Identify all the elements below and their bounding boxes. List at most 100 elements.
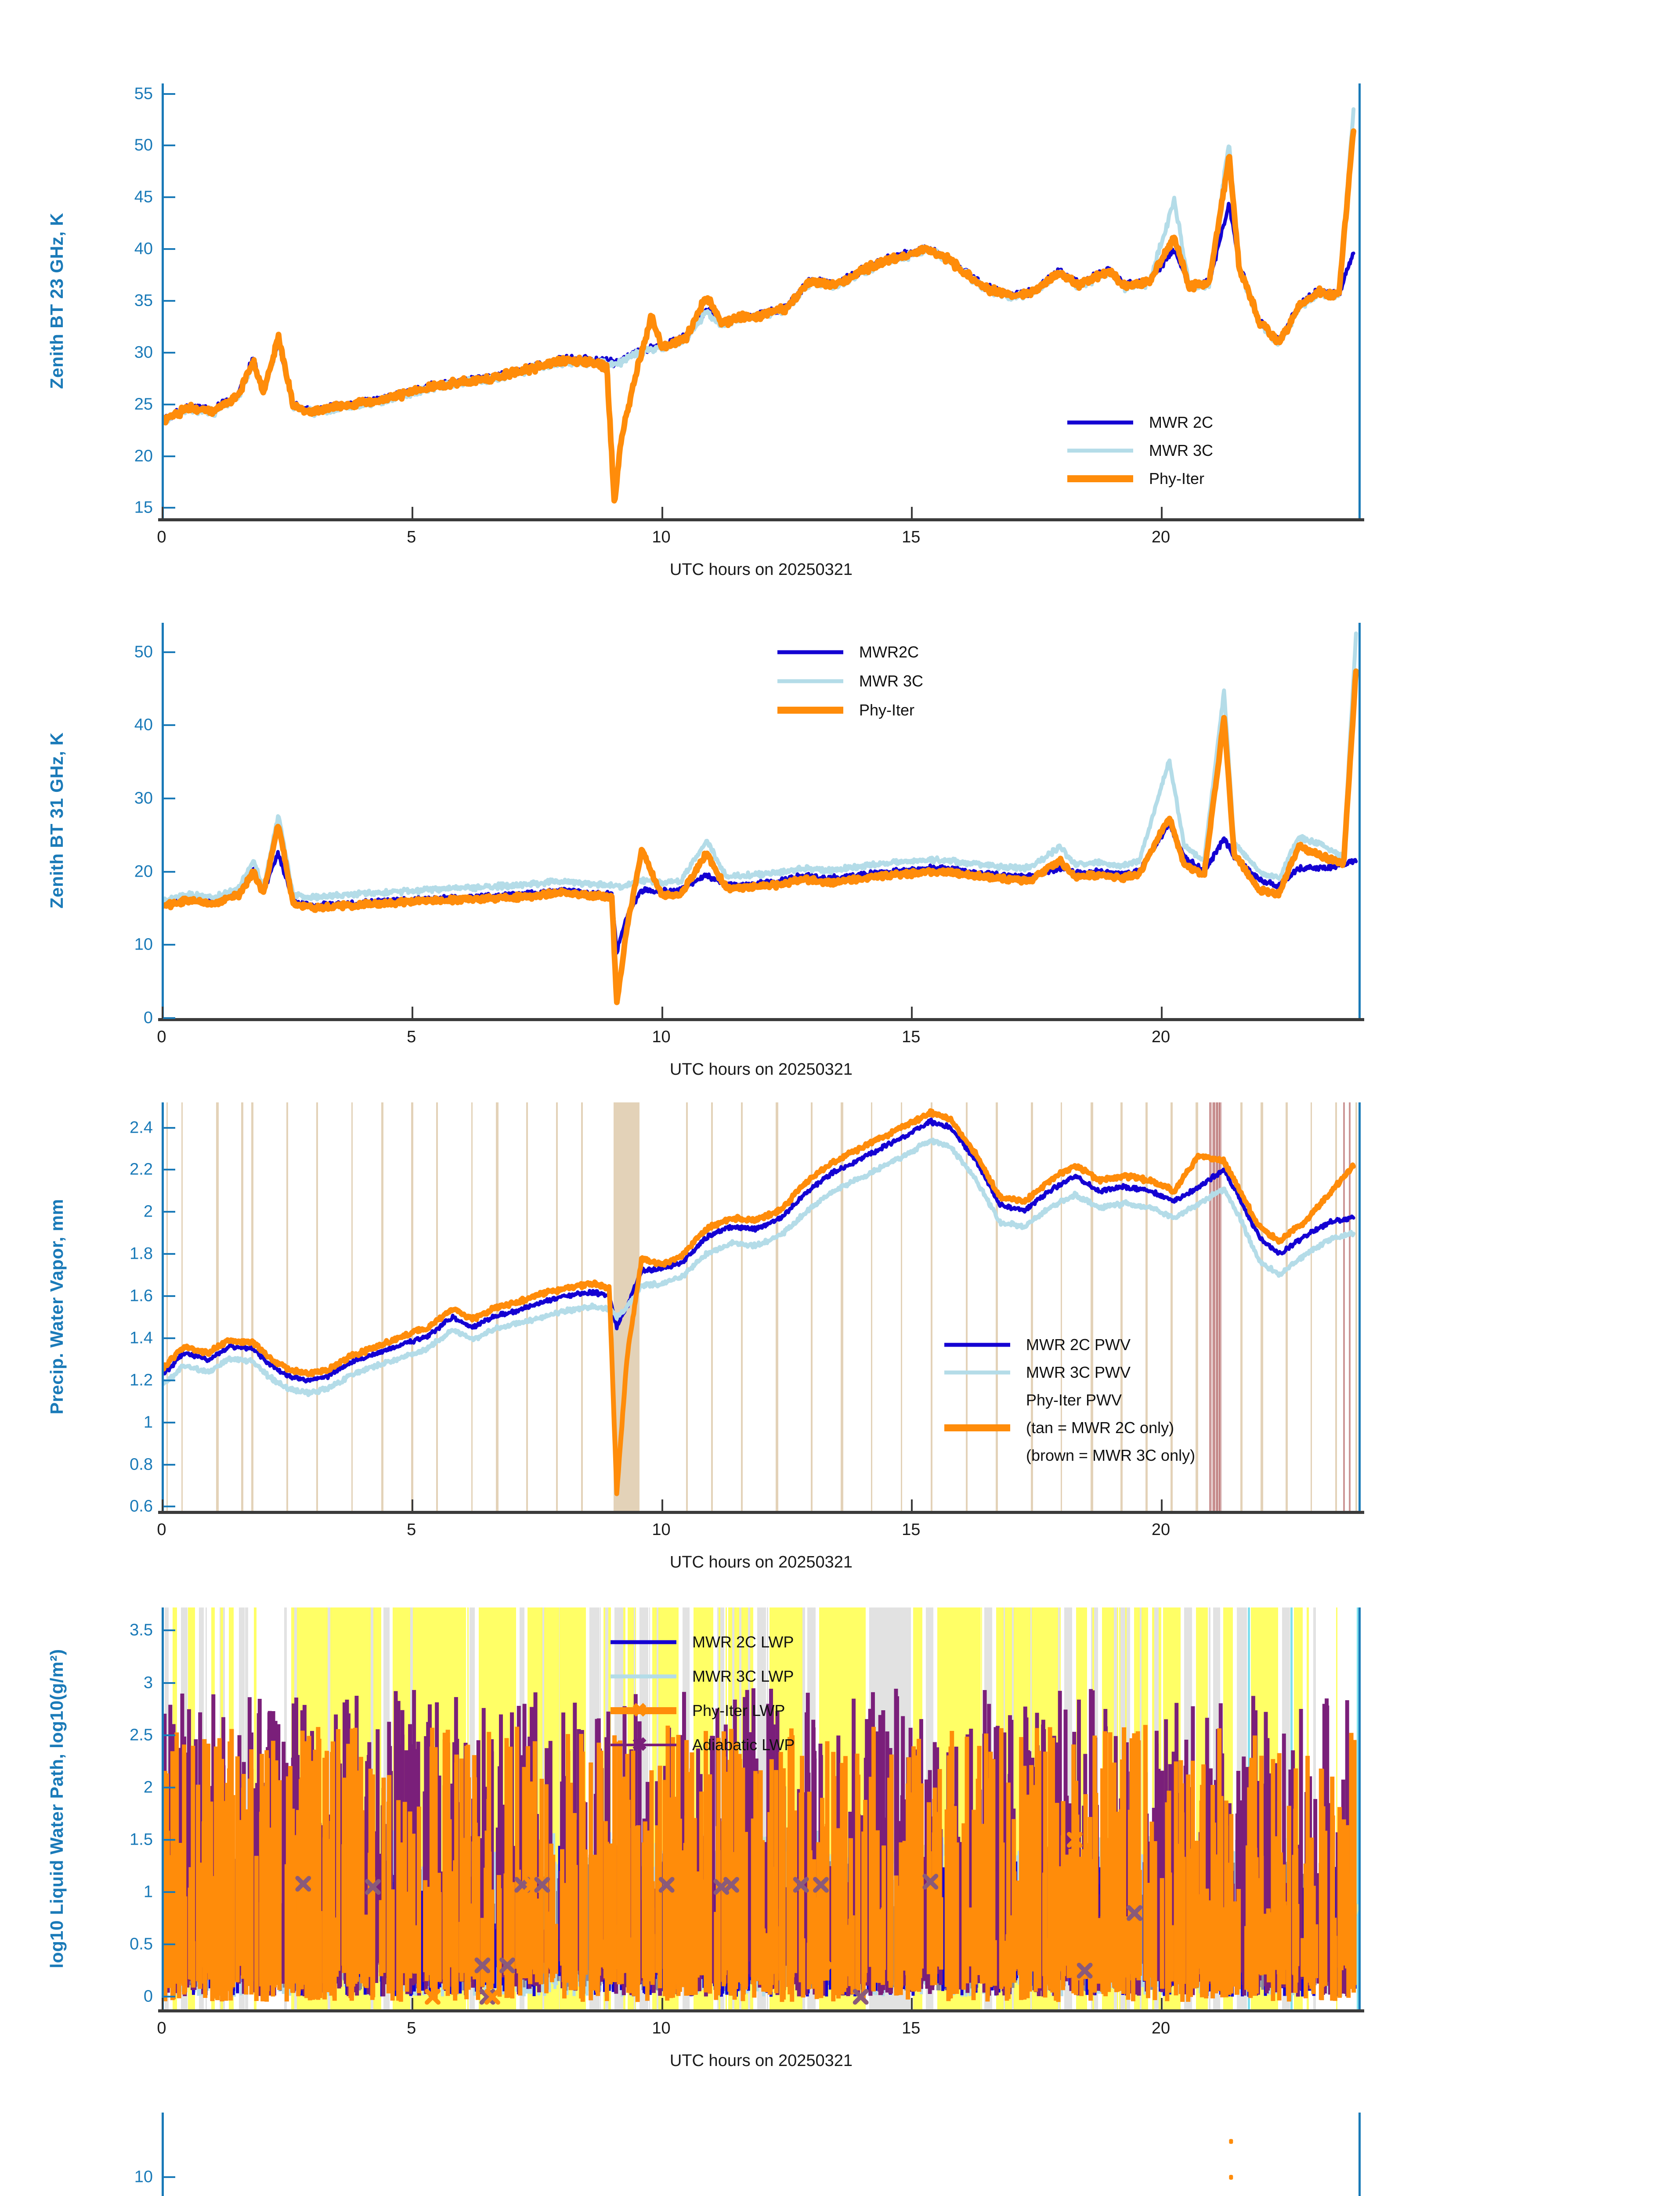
panel-lwp-xtick-label: 15 bbox=[902, 2019, 921, 2037]
panel-pwv-xtick-mark bbox=[1161, 1499, 1163, 1511]
panel-bt23-xtick-mark bbox=[1161, 507, 1163, 518]
panel-pwv-ytick-mark bbox=[163, 1127, 175, 1129]
panel-bt23-ytick-mark bbox=[163, 93, 175, 95]
panel-bt23-xtick-label: 0 bbox=[157, 528, 166, 546]
panel-lwp-xtick-mark bbox=[661, 1998, 663, 2009]
panel-pwv-xtick-label: 15 bbox=[902, 1521, 921, 1539]
panel-bt23-ytick-label: 25 bbox=[134, 395, 153, 414]
panel-bt31-x-axis-line bbox=[158, 1018, 1364, 1021]
panel-bt23-ytick-mark bbox=[163, 507, 175, 509]
legend-line-swatch bbox=[611, 1640, 676, 1644]
panel-pwv-series-layer bbox=[164, 1108, 1356, 1496]
panel-pwv-xtick-mark bbox=[162, 1499, 163, 1511]
series-phy-iter bbox=[164, 128, 1357, 504]
panel-pwv-ytick-label: 0.6 bbox=[130, 1497, 153, 1516]
legend-line-swatch bbox=[611, 1744, 676, 1746]
panel-lwp-xtick-label: 10 bbox=[652, 2019, 671, 2037]
legend-item-label: (brown = MWR 3C only) bbox=[1026, 1446, 1196, 1464]
panel-lwp-ytick-label: 2 bbox=[143, 1778, 153, 1797]
legend-item-label: MWR 2C LWP bbox=[692, 1633, 794, 1651]
panel-bt23-ytick-mark bbox=[163, 144, 175, 147]
dq-flag-points bbox=[1229, 2139, 1233, 2180]
series-phy-iter-lwp bbox=[164, 1725, 1357, 2002]
panel-lwp-plot-area bbox=[162, 1607, 1361, 2009]
panel-bt23-xtick-label: 5 bbox=[407, 528, 416, 546]
panel-pwv-ytick-mark bbox=[163, 1337, 175, 1339]
panel-pwv-ytick-label: 2.4 bbox=[130, 1118, 153, 1137]
panel-pwv-ytick-mark bbox=[163, 1295, 175, 1297]
legend-line-swatch bbox=[944, 1424, 1010, 1431]
panel-bt31-ytick-mark bbox=[163, 724, 175, 726]
panel-pwv-ytick-mark bbox=[163, 1379, 175, 1381]
panel-lwp-ytick-mark bbox=[163, 1996, 175, 1998]
panel-lwp-xtick-mark bbox=[1161, 1998, 1163, 2009]
panel-pwv-ytick-label: 1.6 bbox=[130, 1286, 153, 1305]
panel-pwv-ytick-mark bbox=[163, 1211, 175, 1213]
legend-item-label: (tan = MWR 2C only) bbox=[1026, 1418, 1174, 1437]
panel-bt23-ytick-label: 30 bbox=[134, 343, 153, 362]
panel-pwv-xtick-label: 10 bbox=[652, 1521, 671, 1539]
panel-bt23-ytick-mark bbox=[163, 196, 175, 199]
panel-dqflag-ytick-label: 10 bbox=[134, 2167, 153, 2186]
adiabatic-lwp-markers bbox=[166, 1831, 1142, 2005]
panel-bt31-ytick-label: 10 bbox=[134, 935, 153, 954]
panel-lwp-xtick-mark bbox=[911, 1998, 913, 2009]
panel-pwv-ytick-label: 2 bbox=[143, 1202, 153, 1221]
panel-bt31-xtick-mark bbox=[911, 1007, 913, 1018]
panel-bt31-ytick-mark bbox=[163, 798, 175, 799]
panel-bt23-ytick-label: 40 bbox=[134, 239, 153, 258]
panel-bt31-xtick-label: 5 bbox=[407, 1028, 416, 1046]
panel-pwv-plot-area bbox=[162, 1102, 1361, 1511]
legend-item-label: MWR 2C PWV bbox=[1026, 1335, 1131, 1354]
legend-line-swatch bbox=[777, 650, 843, 654]
panel-bt31-plot-area bbox=[162, 623, 1361, 1018]
legend-line-swatch bbox=[944, 1370, 1010, 1374]
panel-bt23-plot-area bbox=[162, 83, 1361, 518]
panel-bt31-xtick-label: 0 bbox=[157, 1028, 166, 1046]
panel-bt31-xtick-label: 10 bbox=[652, 1028, 671, 1046]
legend-line-swatch bbox=[611, 1674, 676, 1679]
panel-bt23-xtick-mark bbox=[911, 507, 913, 518]
panel-pwv-ytick-label: 1.2 bbox=[130, 1371, 153, 1390]
series-mwr-3c bbox=[164, 631, 1358, 903]
legend-item-label: Adiabatic LWP bbox=[692, 1736, 795, 1754]
panel-bt23-ytick-label: 15 bbox=[134, 498, 153, 517]
panel-bt23-xtick-mark bbox=[411, 507, 413, 518]
panel-bt23-ytick-mark bbox=[163, 455, 175, 457]
panel-pwv-ytick-label: 1.4 bbox=[130, 1329, 153, 1347]
legend-item-label: MWR 3C bbox=[1149, 441, 1213, 459]
panel-dqflag-plot-area bbox=[162, 2113, 1361, 2196]
panel-bt23-ytick-label: 55 bbox=[134, 84, 153, 103]
panel-bt23-xtick-label: 20 bbox=[1151, 528, 1171, 546]
panel-bt23-ytick-mark bbox=[163, 300, 175, 302]
panel-lwp-ytick-label: 0.5 bbox=[130, 1935, 153, 1954]
legend-line-swatch bbox=[944, 1343, 1010, 1347]
panel-lwp-ytick-mark bbox=[163, 1629, 175, 1632]
panel-lwp-xtick-mark bbox=[162, 1998, 163, 2009]
panel-bt31-ytick-label: 50 bbox=[134, 643, 153, 661]
legend-line-swatch bbox=[1067, 448, 1133, 453]
legend-item-label: MWR 3C LWP bbox=[692, 1667, 794, 1685]
panel-lwp-ytick-mark bbox=[163, 1891, 175, 1893]
panel-bt23-ytick-mark bbox=[163, 403, 175, 405]
panel-bt23-x-axis-title: UTC hours on 20250321 bbox=[669, 560, 853, 579]
legend-cross-marker-icon: ✖ bbox=[631, 1734, 648, 1755]
panel-pwv-ytick-mark bbox=[163, 1506, 175, 1508]
panel-bt31-ytick-label: 40 bbox=[134, 715, 153, 734]
panel-pwv-x-axis-title: UTC hours on 20250321 bbox=[669, 1553, 853, 1571]
panel-pwv-xtick-mark bbox=[661, 1499, 663, 1511]
panel-lwp-ytick-label: 3 bbox=[143, 1673, 153, 1692]
series-phy-iter bbox=[164, 668, 1358, 1005]
panel-lwp-x-axis-title: UTC hours on 20250321 bbox=[669, 2052, 853, 2070]
panel-pwv-xtick-label: 20 bbox=[1151, 1521, 1171, 1539]
panel-lwp-series-layer bbox=[164, 1688, 1358, 2005]
panel-bt23-ytick-mark bbox=[163, 351, 175, 354]
panel-pwv-ytick-mark bbox=[163, 1421, 175, 1423]
panel-lwp-ytick-mark bbox=[163, 1838, 175, 1841]
legend-item-label: MWR 3C bbox=[859, 672, 923, 690]
panel-pwv-xtick-label: 0 bbox=[157, 1521, 166, 1539]
panel-bt31-xtick-label: 20 bbox=[1151, 1028, 1171, 1046]
panel-lwp-ytick-mark bbox=[163, 1734, 175, 1736]
